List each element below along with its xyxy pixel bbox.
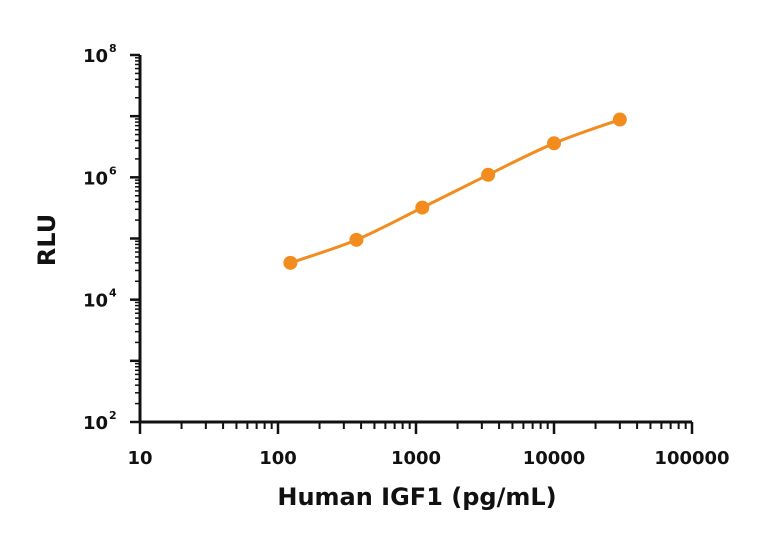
series-layer (283, 112, 627, 270)
axes (138, 55, 692, 424)
y-tick-base: 10 (83, 46, 108, 67)
y-tick-label: 10 4 (83, 287, 117, 312)
x-axis-title: Human IGF1 (pg/mL) (277, 483, 556, 511)
data-point (481, 167, 496, 182)
data-point (415, 200, 430, 215)
data-point (283, 255, 298, 270)
series-line (288, 118, 622, 265)
y-tick-exponent: 4 (109, 287, 117, 300)
data-point (547, 136, 561, 151)
y-tick-exponent: 2 (109, 409, 117, 422)
y-tick-base: 10 (83, 413, 108, 434)
data-point (612, 112, 627, 127)
y-tick-base: 10 (83, 168, 108, 189)
y-tick-exponent: 6 (109, 164, 117, 177)
x-tick-label: 10 (127, 448, 152, 469)
tick-marks (130, 53, 694, 434)
data-point (349, 232, 364, 247)
x-tick-label: 1000 (391, 448, 441, 469)
x-tick-label: 100000 (654, 448, 729, 469)
y-tick-base: 10 (83, 291, 108, 312)
y-axis-title: RLU (33, 214, 61, 266)
y-tick-label: 10 6 (83, 164, 117, 189)
x-tick-label: 100 (259, 448, 297, 469)
y-tick-label: 10 8 (83, 42, 117, 67)
y-tick-exponent: 8 (109, 42, 117, 55)
x-tick-label: 10000 (523, 448, 586, 469)
y-tick-label: 10 2 (83, 409, 117, 434)
